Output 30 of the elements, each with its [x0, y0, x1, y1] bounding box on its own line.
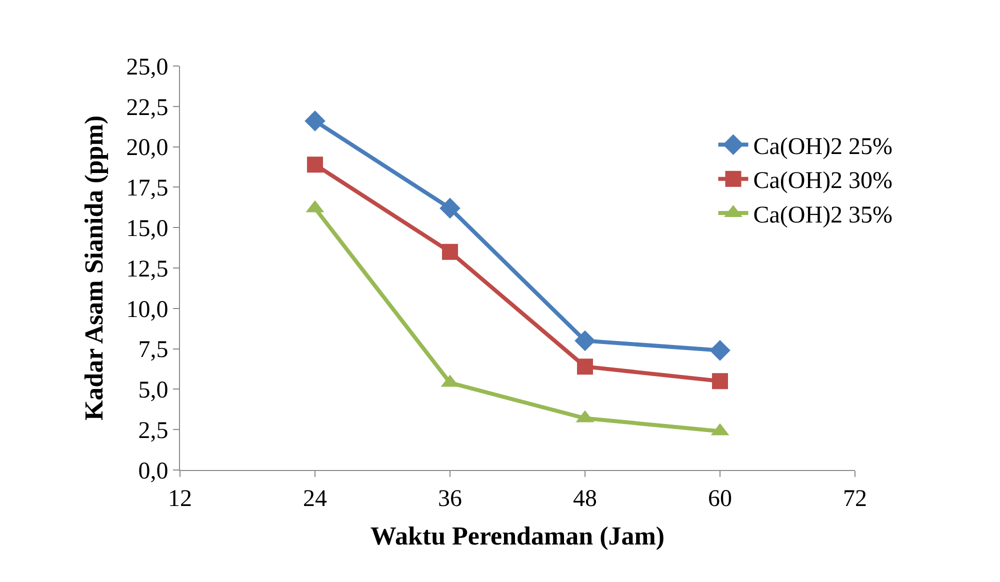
legend-label: Ca(OH)2 25%: [753, 134, 893, 160]
y-tick-label: 25,0: [126, 54, 168, 80]
y-tick-label: 2,5: [138, 418, 168, 444]
y-tick-label: 0,0: [138, 458, 168, 484]
legend-label: Ca(OH)2 30%: [753, 168, 893, 194]
x-tick-label: 48: [573, 486, 597, 512]
legend-label: Ca(OH)2 35%: [753, 202, 893, 228]
point: [307, 156, 323, 173]
y-tick-label: 15,0: [126, 216, 168, 242]
x-tick-label: 12: [168, 486, 192, 512]
y-tick-label: 12,5: [126, 256, 168, 282]
x-tick-label: 72: [843, 486, 867, 512]
point: [712, 373, 728, 390]
x-tick-label: 60: [708, 486, 732, 512]
point: [304, 110, 326, 132]
x-axis-title: Waktu Perendaman (Jam): [370, 522, 665, 550]
y-tick-label: 17,5: [126, 176, 168, 202]
y-tick-label: 22,5: [126, 94, 168, 121]
x-tick-label: 36: [438, 486, 462, 512]
y-tick-label: 10,0: [126, 296, 168, 323]
point: [710, 340, 730, 361]
point: [440, 198, 460, 219]
y-axis-title: Kadar Asam Sianida (ppm): [80, 115, 109, 421]
y-tick-label: 20,0: [126, 135, 168, 162]
point: [577, 358, 593, 375]
y-tick-label: 7,5: [138, 337, 168, 364]
y-tick-label: 5,0: [138, 378, 168, 404]
x-tick-label: 24: [303, 486, 327, 512]
point: [574, 330, 596, 352]
point: [442, 244, 458, 260]
